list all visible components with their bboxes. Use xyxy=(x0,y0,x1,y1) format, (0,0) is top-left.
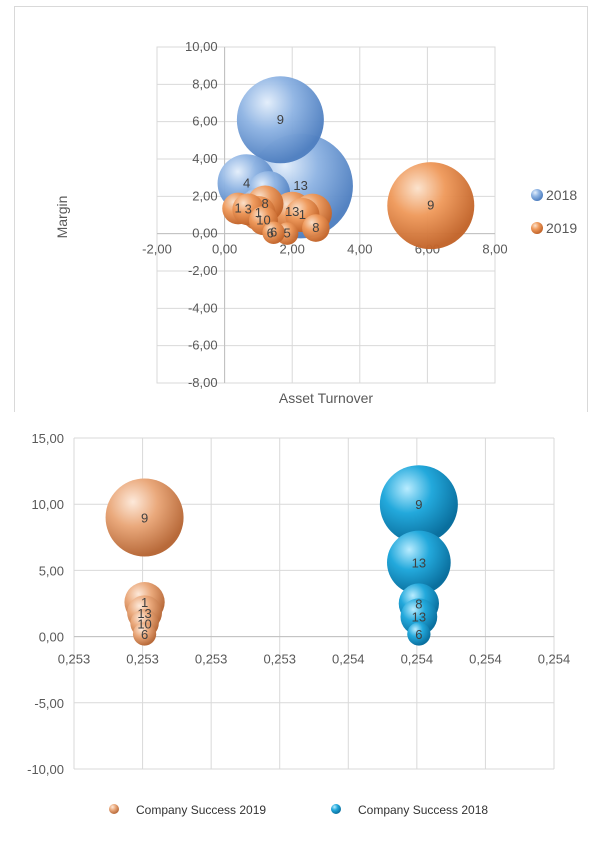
y-tick-label: 0,00 xyxy=(39,630,64,645)
y-tick-label: 10,00 xyxy=(31,497,64,512)
legend-marker-2018 xyxy=(531,189,543,201)
top-chart-panel: 10,00 8,00 6,00 4,00 2,00 0,00 -2,00 -4,00 -6,00… xyxy=(14,6,588,413)
y-tick-label: 4,00 xyxy=(192,151,217,166)
bubble-chart-asset-turnover: 10,008,006,004,002,000,00-2,00-4,00-6,00… xyxy=(54,39,577,406)
y-tick-label: 6,00 xyxy=(192,114,217,129)
legend-label: 2019 xyxy=(546,220,577,236)
bubble-label: 10 xyxy=(137,616,151,631)
legend-label: Company Success 2018 xyxy=(358,803,488,817)
bubble-label: 6 xyxy=(270,225,277,240)
bottom-chart-panel: 15,00 10,00 5,00 0,00 -5,00 -10,00 0,253 0,253 0… xyxy=(6,412,595,836)
y-tick-label: 8,00 xyxy=(192,76,217,91)
x-tick-label: 0,254 xyxy=(332,652,365,667)
y-tick-label: -6,00 xyxy=(188,338,218,353)
x-tick-label: 8,00 xyxy=(482,242,507,257)
bubble-label: 1 xyxy=(255,205,262,220)
bubble-company-success-2018 xyxy=(379,465,458,544)
bubble-company-success-2018 xyxy=(400,598,438,636)
x-tick-label: 0,254 xyxy=(538,652,571,667)
y-tick-label: -2,00 xyxy=(188,263,218,278)
bubble-label: 6 xyxy=(415,627,422,642)
x-tick-label: 0,253 xyxy=(263,652,296,667)
bubble-label: 1 xyxy=(141,595,148,610)
bubble-label: 8 xyxy=(415,597,422,612)
x-tick-label: 2,00 xyxy=(280,242,305,257)
legend-marker xyxy=(109,804,119,814)
bubble-label: 13 xyxy=(412,555,426,570)
bubble-company-success-2019 xyxy=(105,478,184,557)
bubble-2019 xyxy=(387,162,475,250)
bubble-2019 xyxy=(262,221,285,244)
bubble-label: 9 xyxy=(277,112,284,127)
bubble-label: 6 xyxy=(267,226,274,241)
bubble-label: 13 xyxy=(137,606,151,621)
bubble-2019 xyxy=(302,214,330,242)
bubble-label: 13 xyxy=(285,204,299,219)
bubble-2018 xyxy=(236,76,324,164)
x-tick-label: 0,254 xyxy=(401,652,434,667)
x-tick-label: 0,253 xyxy=(58,652,91,667)
bubble-company-success-2019 xyxy=(132,622,157,646)
bubble-company-success-2018 xyxy=(387,530,451,595)
x-tick-label: 0,253 xyxy=(126,652,159,667)
bubble-label: 6 xyxy=(141,627,148,642)
y-tick-label: 15,00 xyxy=(31,431,64,446)
y-tick-label: -4,00 xyxy=(188,300,218,315)
bubble-label: 10 xyxy=(256,213,270,228)
legend-marker-2019 xyxy=(531,222,543,234)
y-tick-label: 2,00 xyxy=(192,188,217,203)
bubble-label: 8 xyxy=(312,220,319,235)
legend-label: 2018 xyxy=(546,187,577,203)
y-tick-label: -10,00 xyxy=(27,762,64,777)
bubble-label: 9 xyxy=(415,497,422,512)
bubble-label: 9 xyxy=(427,198,434,213)
bubble-label: 5 xyxy=(284,226,291,241)
legend-label: Company Success 2019 xyxy=(136,803,266,817)
y-tick-label: 0,00 xyxy=(192,226,217,241)
bubble-label: 13 xyxy=(412,610,426,625)
y-tick-label: -8,00 xyxy=(188,375,218,390)
x-tick-label: 0,254 xyxy=(469,652,502,667)
y-tick-label: 10,00 xyxy=(185,39,218,54)
bubble-label: 1 xyxy=(299,207,306,222)
bubble-label: 3 xyxy=(245,201,252,216)
bubble-label: 4 xyxy=(243,175,250,190)
bubble-label: 9 xyxy=(141,510,148,525)
x-tick-label: 0,253 xyxy=(195,652,228,667)
bubble-label: 8 xyxy=(262,196,269,211)
x-axis-title: Asset Turnover xyxy=(279,390,373,406)
bubble-label: 13 xyxy=(293,178,307,193)
x-tick-label: 0,00 xyxy=(212,242,237,257)
y-tick-label: 5,00 xyxy=(39,563,64,578)
legend-marker xyxy=(331,804,341,814)
x-tick-label: 4,00 xyxy=(347,242,372,257)
bubble-chart-company-success: 15,00 10,00 5,00 0,00 -5,00 -10,00 0,253 0,253 0… xyxy=(27,431,571,817)
bubble-company-success-2018 xyxy=(407,622,431,646)
y-axis-title: Margin xyxy=(54,196,70,239)
x-tick-label: -2,00 xyxy=(142,242,172,257)
bubble-label: 1 xyxy=(235,200,242,215)
y-tick-label: -5,00 xyxy=(34,696,64,711)
